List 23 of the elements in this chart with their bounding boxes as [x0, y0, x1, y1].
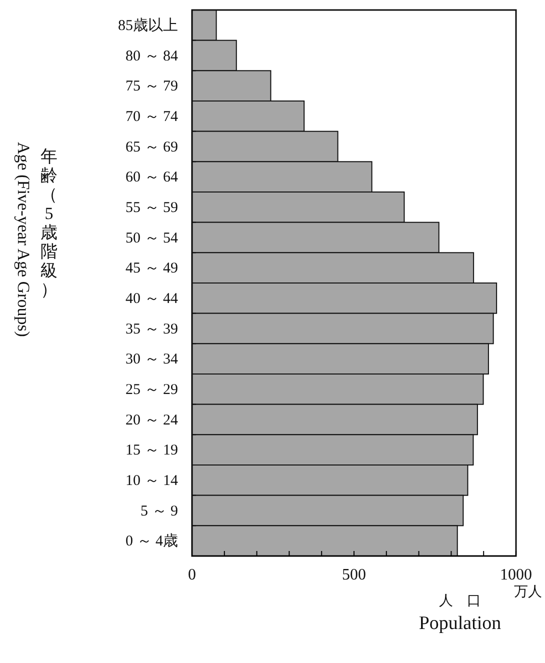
y-tick-label: 40 ～ 44 — [126, 290, 178, 307]
y-tick-label: 10 ～ 14 — [126, 472, 178, 489]
y-tick-label: 80 ～ 84 — [126, 48, 178, 64]
y-tick-label: 45 ～ 49 — [126, 260, 178, 277]
x-tick-label: 0 — [188, 566, 196, 584]
y-tick-label: 15 ～ 19 — [126, 442, 178, 459]
x-tick-label: 1000 — [500, 566, 532, 584]
y-tick-label: 30 ～ 34 — [126, 352, 178, 368]
x-axis-title: 人 口 Population — [418, 593, 502, 634]
y-tick-label: 5 ～ 9 — [140, 503, 178, 520]
text: 万人 — [514, 584, 542, 600]
y-tick-label: 20 ～ 24 — [126, 412, 178, 428]
y-tick-label: 0 ～ 4歳 — [126, 532, 178, 550]
y-tick-label: 35 ～ 39 — [126, 321, 178, 338]
y-tick-label: 75 ～ 79 — [126, 78, 178, 95]
y-tick-label: 65 ～ 69 — [126, 139, 178, 156]
y-tick-label: 60 ～ 64 — [126, 170, 178, 186]
y-tick-label: 55 ～ 59 — [126, 200, 178, 216]
y-tick-label: 25 ～ 29 — [126, 382, 178, 398]
y-tick-label: 70 ～ 74 — [126, 108, 178, 125]
y-tick-label: 85歳以上 — [118, 16, 178, 34]
x-tick-label: 500 — [342, 566, 366, 584]
y-tick-label: 50 ～ 54 — [126, 230, 178, 246]
